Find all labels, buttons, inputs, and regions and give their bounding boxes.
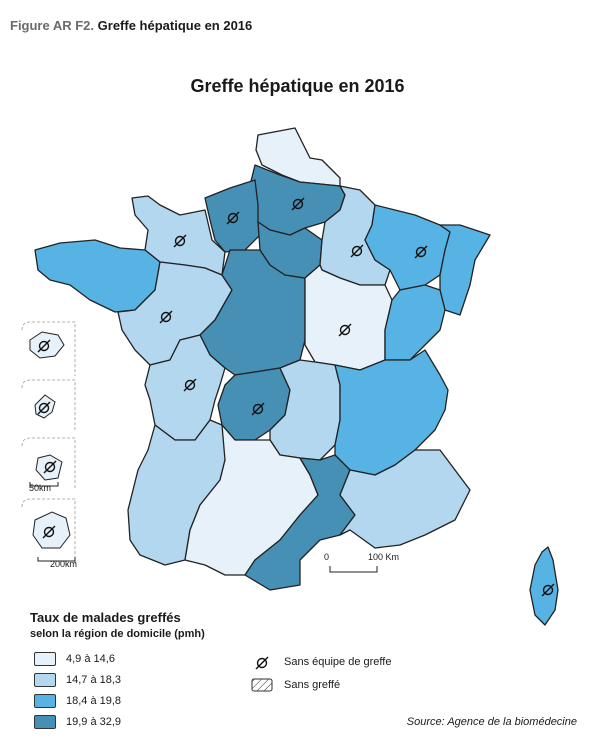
legend-no-team-icon [255,656,269,670]
legend-symbols [251,656,273,692]
legend-class-4: 19,9 à 32,9 [34,715,121,729]
legend-class-3: 18,4 à 19,8 [34,694,121,708]
legend-title: Taux de malades greffés [30,610,181,625]
region-rhone-alpes [334,349,449,476]
legend-class-label: 19,9 à 32,9 [66,716,122,728]
legend-class-label: 18,4 à 19,8 [66,695,122,707]
legend-no-graft-label: Sans greffé [284,679,341,691]
region-franche-comte [384,284,446,361]
figure-caption: Figure AR F2. Greffe hépatique en 2016 [10,18,252,33]
legend-class-1: 4,9 à 14,6 [34,652,115,666]
region-corse [529,546,559,626]
region-languedoc-roussillon [244,454,356,591]
region-bretagne [34,239,161,313]
inset-scale-b-label: 200km [50,559,78,569]
scale-bar [329,566,378,573]
legend-swatch [34,694,56,708]
legend-swatch [34,652,56,666]
legend-hatched-icon [251,678,273,692]
legend-class-label: 14,7 à 18,3 [66,674,122,686]
figure-label: Figure AR F2. [10,18,95,33]
scale-start-label: 0 [324,552,330,562]
legend-class-2: 14,7 à 18,3 [34,673,121,687]
legend-no-team: Sans équipe de greffe [284,656,391,668]
legend-class-label: 4,9 à 14,6 [66,653,115,665]
legend-no-graft: Sans greffé [284,679,340,691]
legend-no-team-label: Sans équipe de greffe [284,656,392,668]
inset-frames [21,321,76,565]
region-poitou-charentes [144,334,226,441]
region-alsace [439,224,491,316]
scale-end-label: 100 Km [368,552,400,562]
figure-caption-text: Greffe hépatique en 2016 [97,18,253,33]
legend-swatch [34,673,56,687]
region-paca [339,449,471,549]
legend-subtitle: selon la région de domicile (pmh) [30,628,205,640]
map-title: Greffe hépatique en 2016 [190,76,405,96]
inset-scale-a-label: 50km [29,483,52,493]
source-note: Source: Agence de la biomédecine [406,716,577,728]
inset-guadeloupe-shape [29,331,65,359]
legend-swatch [34,715,56,729]
region-lorraine [364,204,451,291]
inset-scale-bars [29,482,76,562]
